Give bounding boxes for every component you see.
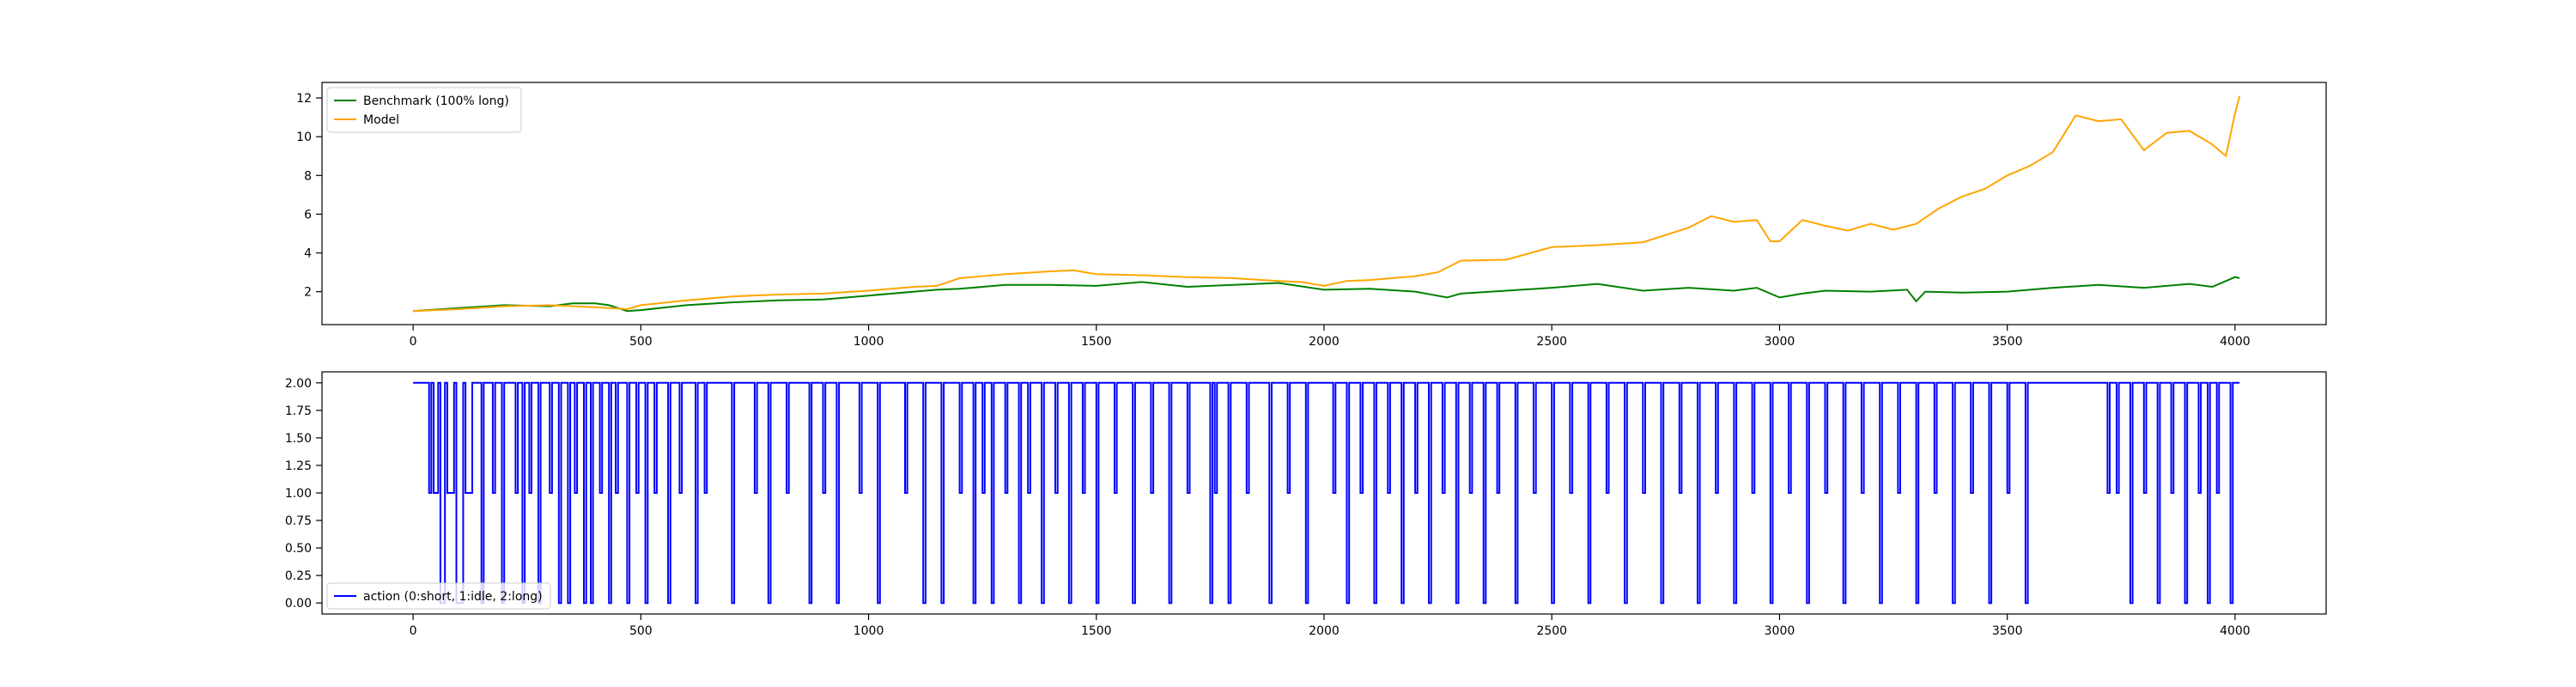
series-line-0: [413, 276, 2240, 313]
y-tick-label: 12: [296, 92, 312, 106]
x-tick-label: 3000: [1765, 335, 1795, 349]
y-tick-label: 6: [304, 208, 312, 222]
y-tick-label: 1.50: [285, 432, 312, 446]
y-tick-label: 1.25: [285, 459, 312, 473]
legend-box: [326, 87, 522, 133]
action-panel: 0 500 1000 1500 2000 2500 3000 3500 4000 0.00 0.25…: [285, 371, 2327, 638]
x-tick-label: 4000: [2220, 335, 2251, 349]
y-tick-label: 8: [304, 169, 312, 183]
y-tick-label: 2.00: [285, 377, 312, 391]
x-tick-label: 3500: [1992, 624, 2023, 638]
x-tick-label: 3000: [1765, 624, 1795, 638]
y-tick-label: 2: [304, 286, 312, 300]
y-tick-label: 1.75: [285, 404, 312, 418]
x-tick-label: 500: [629, 335, 653, 349]
x-tick-label: 0: [410, 624, 417, 638]
x-tick-label: 1000: [854, 335, 884, 349]
y-tick-label: 0.75: [285, 514, 312, 528]
series-line-0: [413, 381, 2240, 605]
x-tick-label: 500: [629, 624, 653, 638]
x-tick-label: 2500: [1536, 624, 1567, 638]
legend-label: action (0:short, 1:idle, 2:long): [363, 590, 543, 604]
y-tick-label: 0.00: [285, 597, 312, 611]
benchmark-vs-model-panel: 0 500 1000 1500 2000 2500 3000 3500 4000 2 4 6 8 10 12…: [296, 82, 2327, 349]
x-tick-label: 2000: [1309, 624, 1340, 638]
x-tick-label: 0: [410, 335, 417, 349]
y-tick-label: 1.00: [285, 487, 312, 501]
x-tick-label: 1500: [1081, 624, 1112, 638]
y-tick-label: 10: [296, 131, 312, 144]
x-tick-label: 1500: [1081, 335, 1112, 349]
series-line-1: [413, 95, 2241, 313]
legend-box: [326, 582, 551, 610]
legend: Benchmark (100% long) Model: [326, 87, 522, 133]
x-tick-label: 3500: [1992, 335, 2023, 349]
x-tick-label: 2500: [1536, 335, 1567, 349]
x-tick-label: 2000: [1309, 335, 1340, 349]
axes-frame: [321, 82, 2327, 325]
legend-label: Model: [363, 113, 399, 127]
y-tick-label: 4: [304, 247, 312, 261]
y-tick-label: 0.25: [285, 569, 312, 583]
x-tick-label: 1000: [854, 624, 884, 638]
legend: action (0:short, 1:idle, 2:long): [326, 582, 551, 610]
y-tick-label: 0.50: [285, 542, 312, 556]
legend-label: Benchmark (100% long): [363, 94, 509, 108]
x-tick-label: 4000: [2220, 624, 2251, 638]
